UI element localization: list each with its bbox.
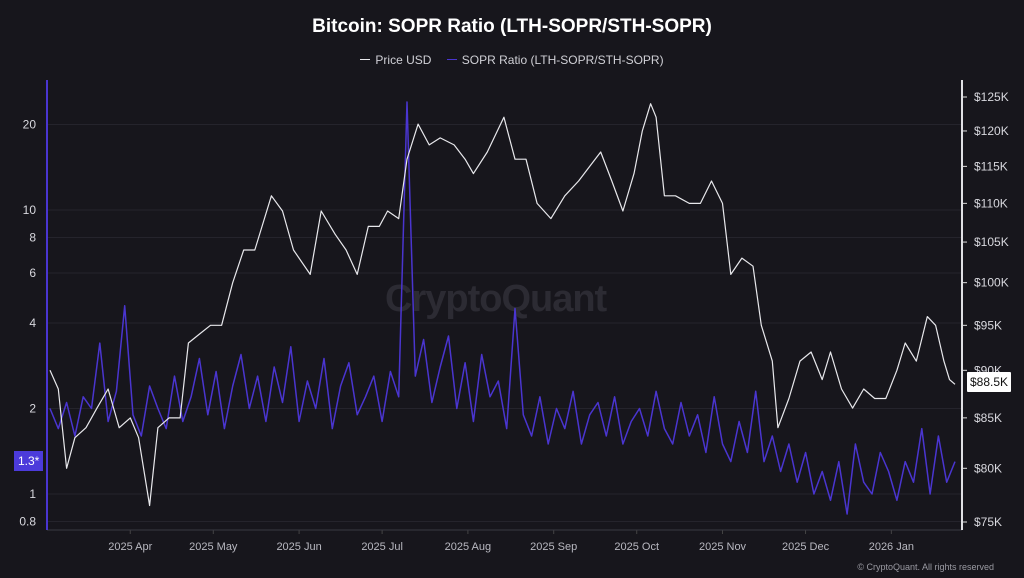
right-axis-tick-label: $80K <box>974 461 1002 475</box>
left-axis-tick-label: 8 <box>29 231 36 245</box>
x-axis-tick-label: 2025 Oct <box>614 541 659 553</box>
left-axis-tick-label: 1 <box>29 487 36 501</box>
chart-title: Bitcoin: SOPR Ratio (LTH-SOPR/STH-SOPR) <box>312 16 712 37</box>
x-axis-tick-label: 2025 Apr <box>108 541 152 553</box>
x-axis-tick-label: 2025 Aug <box>445 541 492 553</box>
right-axis-tick-label: $110K <box>974 196 1008 210</box>
current-price-badge: $88.5K <box>967 372 1012 392</box>
right-axis-tick-label: $100K <box>974 276 1009 290</box>
price-usd-line <box>49 103 956 507</box>
legend: Price USD SOPR Ratio (LTH-SOPR/STH-SOPR) <box>0 49 1024 67</box>
right-axis-tick-label: $105K <box>974 235 1009 249</box>
right-axis-tick-label: $120K <box>974 124 1009 138</box>
right-axis-tick-label: $125K <box>974 90 1009 104</box>
left-axis-tick-label: 4 <box>29 316 36 330</box>
x-axis-tick-label: 2025 Jul <box>361 541 403 553</box>
legend-item-price[interactable]: Price USD <box>360 53 431 67</box>
left-axis-tick-label: 2 <box>29 402 36 416</box>
copyright-footer: © CryptoQuant. All rights reserved <box>857 562 994 572</box>
sopr-ratio-line <box>49 101 956 515</box>
legend-label-price: Price USD <box>375 52 432 67</box>
right-axis-tick-label: $75K <box>974 515 1002 529</box>
x-axis-tick-label: 2025 May <box>189 541 238 553</box>
left-axis-tick-label: 20 <box>23 118 37 132</box>
x-axis-tick-label: 2025 Sep <box>530 541 577 553</box>
legend-label-ratio: SOPR Ratio (LTH-SOPR/STH-SOPR) <box>461 52 664 67</box>
watermark: CryptoQuant <box>385 278 607 320</box>
current-ratio-badge: 1.3* <box>14 451 44 471</box>
right-axis-tick-label: $95K <box>974 318 1002 332</box>
legend-swatch-price <box>360 59 371 60</box>
x-axis-tick-label: 2026 Jan <box>869 541 914 553</box>
legend-item-ratio[interactable]: SOPR Ratio (LTH-SOPR/STH-SOPR) <box>446 52 664 67</box>
legend-swatch-ratio <box>446 59 457 60</box>
right-axis-tick-label: $85K <box>974 411 1002 425</box>
x-axis-tick-label: 2025 Dec <box>782 541 830 553</box>
x-axis-tick-label: 2025 Jun <box>276 541 321 553</box>
left-axis-tick-label: 6 <box>29 266 36 280</box>
right-axis-tick-label: $115K <box>974 159 1008 173</box>
left-axis-tick-label: 0.8 <box>19 515 36 529</box>
left-axis-tick-label: 10 <box>23 203 37 217</box>
x-axis-tick-label: 2025 Nov <box>699 541 747 553</box>
